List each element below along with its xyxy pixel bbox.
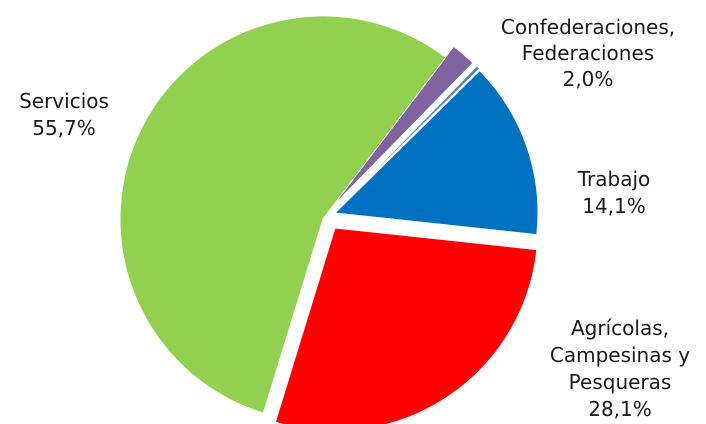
slice-value-label: 14,1%: [582, 194, 646, 218]
slice-name-label: Confederaciones,: [501, 15, 675, 39]
pie-slice: [333, 69, 539, 236]
slice-name-label: Pesqueras: [569, 370, 672, 394]
slice-name-label: Servicios: [19, 89, 109, 113]
slice-value-label: 55,7%: [32, 116, 96, 140]
slice-name-label: Federaciones: [522, 41, 654, 65]
slice-value-label: 2,0%: [563, 67, 614, 91]
slice-label: Confederaciones, Federaciones 2,0%: [501, 15, 675, 91]
slice-value-label: 28,1%: [588, 397, 652, 421]
slice-label: Trabajo 14,1%: [577, 167, 651, 218]
pie-slice: [274, 227, 538, 424]
slice-label: Servicios 55,7%: [19, 89, 109, 140]
slice-name-label: Agrícolas,: [571, 316, 669, 340]
slice-name-label: Trabajo: [577, 167, 651, 191]
pie-slice: [119, 15, 447, 414]
slice-label: Agrícolas, Campesinas y Pesqueras 28,1%: [550, 316, 690, 421]
pie-slice: [334, 65, 481, 212]
pie-slice: [330, 45, 474, 209]
slice-name-label: Campesinas y: [550, 343, 690, 367]
